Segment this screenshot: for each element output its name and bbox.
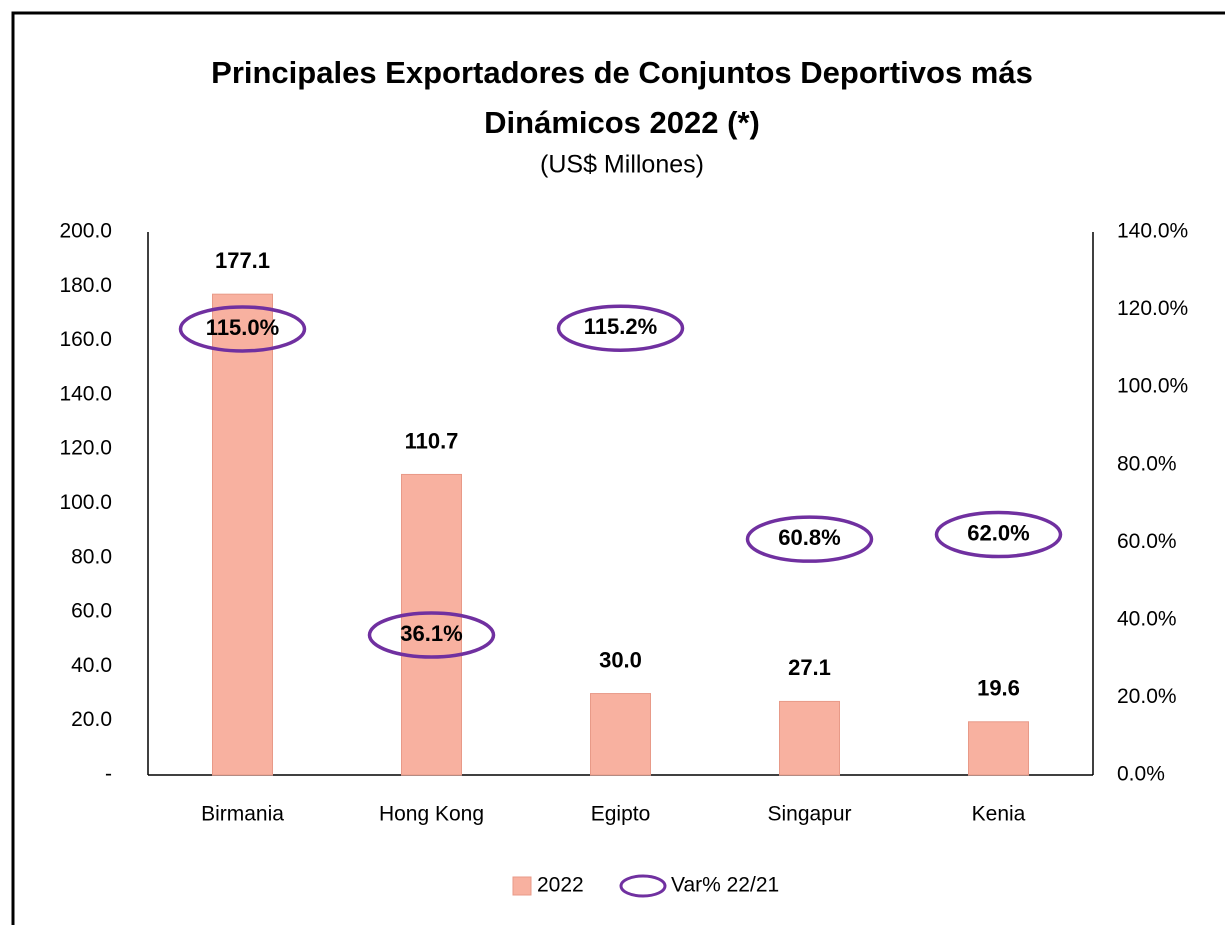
- legend-label: Var% 22/21: [671, 874, 779, 897]
- bar: [401, 473, 462, 776]
- y-tick-label: 80.0: [71, 545, 112, 568]
- y2-tick-label: 100.0%: [1117, 375, 1188, 398]
- y2-tick-label: 20.0%: [1117, 685, 1177, 708]
- y-tick-label: 20.0: [71, 708, 112, 731]
- legend-swatch: [512, 876, 532, 896]
- y2-tick-label: 60.0%: [1117, 530, 1177, 553]
- data-label: 27.1: [788, 655, 831, 680]
- legend-swatch: [619, 874, 667, 898]
- y-tick-label: 120.0: [59, 437, 112, 460]
- point-marker: [745, 515, 874, 563]
- y-tick-label: 200.0: [59, 220, 112, 243]
- data-label: 30.0: [599, 647, 642, 672]
- bar: [590, 693, 651, 776]
- y2-tick-label: 40.0%: [1117, 607, 1177, 630]
- bar: [968, 721, 1029, 776]
- data-label: 115.0%: [206, 315, 279, 340]
- y2-tick-label: 0.0%: [1117, 763, 1165, 786]
- y-tick-label: 140.0: [59, 382, 112, 405]
- point-marker: [934, 510, 1063, 559]
- chart-subtitle: (US$ Millones): [540, 151, 704, 179]
- y-tick-label: 160.0: [59, 328, 112, 351]
- data-label: 110.7: [405, 428, 459, 453]
- y-tick-label: 60.0: [71, 600, 112, 623]
- chart-title: Principales Exportadores de Conjuntos De…: [211, 55, 1033, 90]
- x-tick-label: Kenia: [972, 803, 1026, 826]
- data-label: 115.2%: [584, 314, 657, 339]
- x-tick-label: Birmania: [201, 803, 284, 826]
- y2-tick-label: 120.0%: [1117, 297, 1188, 320]
- y-tick-label: 40.0: [71, 654, 112, 677]
- y-tick-label: 180.0: [59, 274, 112, 297]
- data-label: 60.8%: [778, 525, 840, 550]
- chart-title: Dinámicos 2022 (*): [484, 105, 760, 140]
- bar: [212, 293, 273, 776]
- y2-tick-label: 80.0%: [1117, 452, 1177, 475]
- x-tick-label: Singapur: [767, 803, 851, 826]
- point-marker: [367, 611, 496, 659]
- bar: [779, 700, 840, 776]
- data-label: 62.0%: [967, 520, 1029, 545]
- x-tick-label: Hong Kong: [379, 803, 484, 826]
- legend-label: 2022: [537, 874, 584, 897]
- data-label: 19.6: [977, 676, 1020, 701]
- point-marker: [556, 304, 685, 352]
- y-tick-label: -: [105, 763, 112, 786]
- data-label: 36.1%: [400, 621, 462, 646]
- data-label: 177.1: [215, 248, 270, 273]
- point-marker: [178, 305, 307, 353]
- y-tick-label: 100.0: [59, 491, 112, 514]
- x-tick-label: Egipto: [591, 803, 651, 826]
- y2-tick-label: 140.0%: [1117, 220, 1188, 243]
